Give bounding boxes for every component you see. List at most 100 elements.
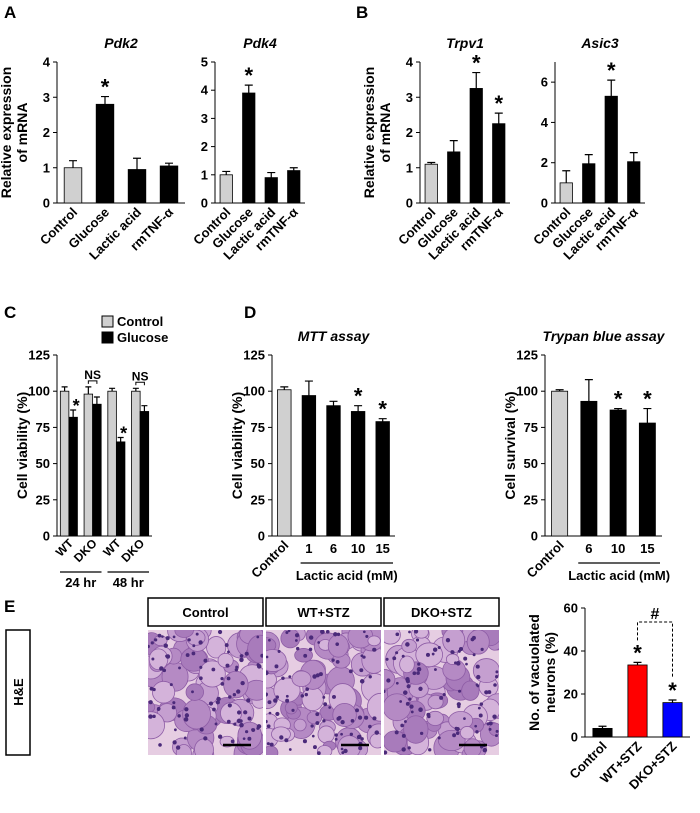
y-tick-label: 0 [406, 196, 413, 211]
neuron [198, 660, 226, 688]
nucleus [425, 652, 430, 657]
nucleus [474, 724, 478, 728]
y-tick-label: 0 [258, 529, 265, 544]
nucleus [322, 695, 326, 699]
histology-image [148, 630, 263, 755]
nucleus [362, 630, 366, 634]
bar [127, 169, 147, 204]
nucleus [431, 652, 435, 656]
bar [159, 165, 179, 204]
nucleus [415, 638, 420, 642]
significance-mark: * [101, 75, 110, 100]
nucleus [185, 653, 190, 657]
nucleus [269, 742, 274, 747]
nucleus [432, 647, 438, 652]
nucleus [359, 679, 365, 684]
bar [83, 393, 94, 537]
nucleus [368, 675, 372, 679]
y-tick-label: 125 [243, 348, 265, 363]
neuron [461, 680, 480, 701]
nucleus [317, 641, 321, 644]
nucleus [150, 641, 154, 645]
chart-title: Pdk2 [104, 35, 138, 51]
nucleus [439, 695, 444, 700]
nucleus [215, 700, 220, 705]
nucleus [406, 684, 411, 689]
nucleus [302, 739, 307, 744]
significance-mark: * [354, 384, 363, 409]
nucleus [356, 735, 361, 740]
nucleus [384, 750, 388, 755]
row-label: H&E [11, 678, 26, 706]
column-header-box [265, 597, 382, 627]
nucleus [360, 654, 364, 658]
neuron [332, 702, 357, 727]
nucleus [418, 686, 423, 691]
x-axis-label: Lactic acid (mM) [296, 568, 398, 583]
pair-mark: NS [84, 368, 101, 382]
nucleus [214, 722, 218, 726]
y-tick-label: 2 [201, 139, 208, 154]
nucleus [242, 737, 246, 741]
neuron [317, 725, 335, 744]
panel-label: C [4, 303, 16, 322]
nucleus [275, 695, 279, 699]
bar [662, 702, 683, 738]
nucleus [477, 706, 481, 710]
nucleus [203, 658, 208, 663]
nucleus [486, 722, 490, 726]
y-tick-label: 2 [406, 125, 413, 140]
nucleus [401, 733, 406, 738]
column-header: WT+STZ [297, 605, 349, 620]
neuron [384, 730, 407, 753]
nucleus [281, 676, 285, 680]
nucleus [401, 747, 406, 752]
error-bar [70, 409, 77, 418]
bar [492, 123, 506, 204]
nucleus [410, 710, 414, 714]
nucleus [472, 653, 476, 657]
nucleus [235, 665, 239, 669]
significance-mark: * [614, 387, 623, 412]
nucleus [335, 642, 340, 646]
x-tick-label: 15 [375, 541, 389, 556]
nucleus [208, 701, 214, 706]
bracket-label: # [651, 606, 660, 623]
nucleus [148, 714, 153, 719]
nucleus [227, 650, 230, 654]
neuron [206, 636, 227, 659]
bar [375, 421, 390, 537]
y-tick-label: 60 [564, 601, 578, 616]
nucleus [362, 655, 366, 659]
nucleus [433, 668, 437, 671]
nucleus [239, 719, 243, 723]
x-tick-label: 6 [330, 541, 337, 556]
bracket [637, 621, 673, 679]
nucleus [325, 630, 330, 634]
histology-image [266, 630, 381, 755]
nucleus [191, 690, 194, 694]
y-tick-label: 20 [564, 687, 578, 702]
bar [115, 441, 126, 537]
nucleus [233, 722, 237, 726]
neuron [237, 721, 262, 750]
error-bar [244, 84, 253, 94]
nucleus [340, 719, 345, 725]
nucleus [275, 711, 280, 717]
nucleus [413, 630, 419, 634]
y-tick-label: 40 [564, 644, 578, 659]
y-tick-label: 100 [28, 384, 50, 399]
nucleus [285, 631, 289, 635]
error-bar [614, 407, 623, 411]
error-bar [562, 170, 571, 183]
nucleus [247, 716, 252, 721]
panel-label: D [244, 303, 256, 322]
nucleus [310, 724, 314, 728]
error-bar [165, 162, 173, 166]
error-bar [280, 386, 289, 390]
nucleus [495, 729, 499, 733]
nucleus [368, 724, 372, 729]
bar [95, 103, 115, 204]
nucleus [403, 720, 407, 723]
